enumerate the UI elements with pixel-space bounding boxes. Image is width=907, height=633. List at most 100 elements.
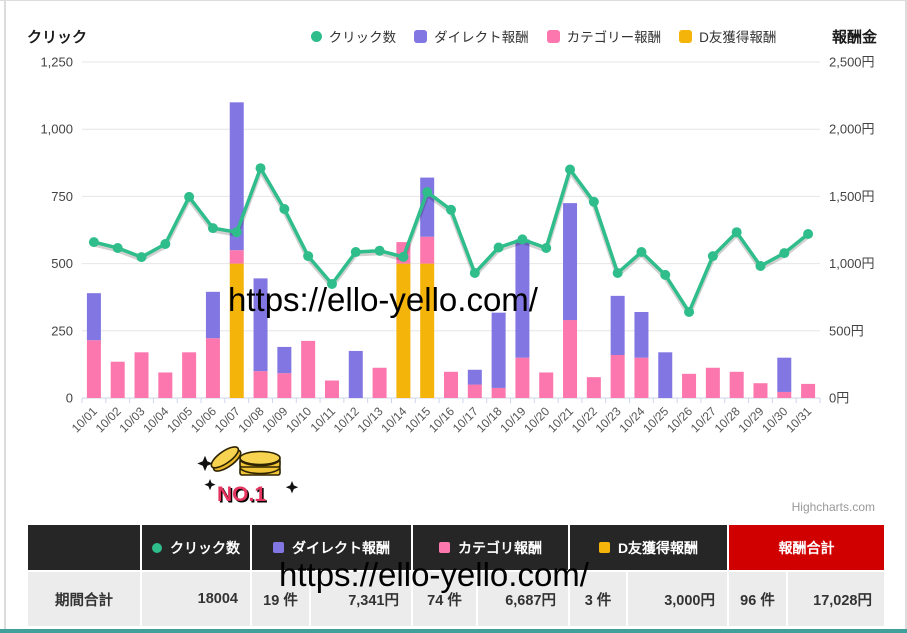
x-axis-label: 10/17 [450, 404, 481, 435]
bar-segment[interactable] [610, 295, 625, 355]
x-axis-label: 10/30 [759, 404, 790, 435]
bar-segment[interactable] [586, 377, 601, 398]
line-marker[interactable] [517, 234, 528, 245]
line-marker[interactable] [636, 247, 647, 257]
line-marker[interactable] [255, 163, 266, 174]
line-marker[interactable] [88, 237, 99, 248]
line-marker[interactable] [755, 261, 766, 271]
bar-segment[interactable] [491, 387, 506, 398]
legend-item-4[interactable]: D友獲得報酬 [679, 26, 776, 46]
bar-segment[interactable] [539, 372, 554, 398]
bar-segment[interactable] [801, 383, 816, 398]
table-data-cell-6: 6,687円 [478, 572, 570, 626]
bar-segment[interactable] [610, 354, 625, 398]
bar-segment[interactable] [705, 367, 720, 398]
bar-segment[interactable] [110, 361, 125, 398]
bar-segment[interactable] [229, 263, 244, 398]
legend-item-1[interactable]: クリック数 [310, 26, 396, 46]
line-marker[interactable] [112, 243, 123, 253]
x-axis-label: 10/13 [355, 404, 386, 435]
line-marker[interactable] [184, 191, 195, 202]
line-marker[interactable] [779, 248, 790, 259]
line-marker[interactable] [326, 279, 337, 289]
bar-segment[interactable] [134, 352, 149, 398]
line-marker[interactable] [612, 268, 623, 278]
x-axis-label: 10/10 [283, 404, 314, 435]
line-marker[interactable] [374, 245, 385, 256]
bar-segment[interactable] [444, 371, 458, 398]
bar-segment[interactable] [515, 357, 530, 398]
bar-segment[interactable] [229, 250, 244, 264]
line-marker[interactable] [446, 204, 456, 215]
table-data-cell-3: 19 件 [252, 572, 311, 626]
bar-segment[interactable] [420, 263, 435, 398]
line-marker[interactable] [588, 196, 599, 207]
legend-item-2[interactable]: ダイレクト報酬 [414, 26, 529, 46]
bar-segment[interactable] [682, 373, 697, 398]
legend-item-3[interactable]: カテゴリー報酬 [546, 26, 662, 46]
bar-segment[interactable] [467, 369, 482, 385]
bar-segment[interactable] [205, 338, 220, 398]
bar-segment[interactable] [205, 291, 220, 339]
watermark-bottom: https://ello-yello.com/ [279, 556, 589, 593]
bar-segment[interactable] [777, 391, 792, 398]
bar-segment[interactable] [182, 352, 197, 398]
line-marker[interactable] [660, 269, 671, 280]
line-marker[interactable] [207, 223, 218, 234]
line-marker[interactable] [303, 251, 314, 262]
bar-segment[interactable] [634, 357, 649, 398]
bar-segment[interactable] [515, 239, 530, 358]
bar-segment[interactable] [634, 311, 649, 358]
line-marker[interactable] [398, 251, 409, 262]
bar-segment[interactable] [658, 352, 673, 398]
x-axis-label: 10/19 [497, 404, 528, 435]
line-marker[interactable] [707, 251, 718, 262]
highcharts-credit-link[interactable]: Highcharts.com [791, 500, 875, 514]
bar-segment[interactable] [491, 312, 506, 388]
line-marker[interactable] [350, 247, 361, 257]
line-marker[interactable] [731, 227, 742, 238]
legend-label: カテゴリー報酬 [566, 30, 662, 45]
bar-segment[interactable] [348, 350, 363, 398]
bar-segment[interactable] [253, 278, 268, 372]
bar-segment[interactable] [158, 372, 173, 398]
coin-stack-icon [197, 446, 299, 494]
line-marker[interactable] [541, 243, 552, 253]
bar-segment[interactable] [420, 236, 435, 264]
table-data-cell-7: 3 件 [570, 572, 628, 626]
bar-segment[interactable] [396, 263, 411, 398]
bar-segment[interactable] [229, 102, 244, 251]
line-marker[interactable] [493, 242, 504, 253]
bar-segment[interactable] [563, 320, 578, 398]
bar-segment[interactable] [563, 203, 578, 321]
line-marker[interactable] [231, 227, 242, 238]
bar-segment[interactable] [253, 371, 268, 398]
line-marker[interactable] [565, 164, 576, 175]
line-marker[interactable] [684, 307, 695, 317]
line-marker[interactable] [469, 268, 480, 278]
table-data-cell-5: 74 件 [413, 572, 478, 626]
line-marker[interactable] [136, 252, 147, 263]
bar-segment[interactable] [753, 383, 768, 398]
bar-segment[interactable] [277, 373, 292, 398]
bar-segment[interactable] [324, 380, 339, 398]
table-header-label: カテゴリ報酬 [458, 539, 542, 556]
bar-segment[interactable] [467, 384, 482, 398]
table-header-cell-1 [28, 525, 142, 572]
bar-segment[interactable] [372, 367, 387, 398]
legend-square-icon [414, 29, 428, 43]
left-axis-tick: 1,250 [40, 55, 73, 70]
table-data-cell-9: 96 件 [729, 572, 788, 626]
line-marker[interactable] [160, 239, 171, 249]
bar-segment[interactable] [277, 346, 292, 374]
bar-segment[interactable] [301, 340, 316, 398]
legend-square-icon [679, 29, 693, 43]
bar-segment[interactable] [86, 293, 101, 341]
bar-segment[interactable] [777, 357, 792, 392]
line-marker[interactable] [422, 187, 433, 198]
line-marker[interactable] [279, 204, 290, 214]
bar-segment[interactable] [86, 340, 101, 398]
x-axis-label: 10/27 [688, 404, 719, 435]
line-marker[interactable] [803, 229, 814, 239]
bar-segment[interactable] [729, 371, 744, 398]
